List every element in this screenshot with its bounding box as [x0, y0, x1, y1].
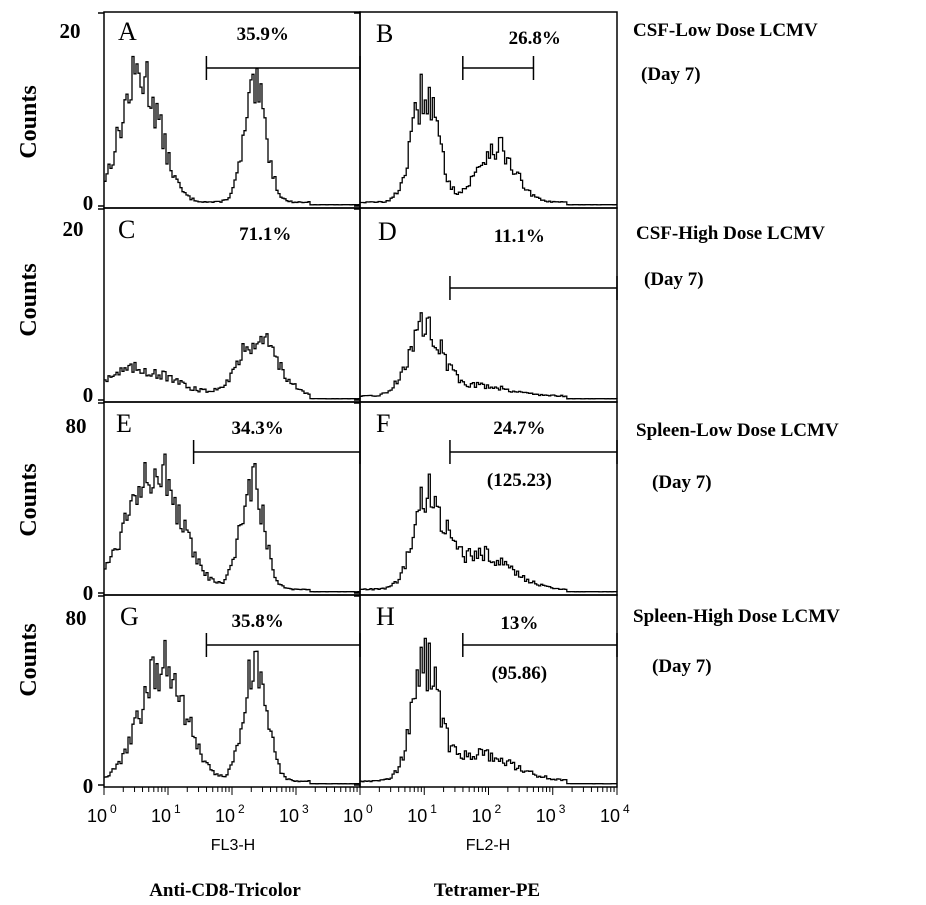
panel-letter: E — [116, 409, 132, 438]
gate-marker — [462, 56, 535, 80]
x-tick-label: 10 — [215, 806, 235, 826]
condition-label-row-1: CSF-High Dose LCMV — [636, 223, 825, 244]
row-2-ytick-min: 0 — [83, 581, 94, 605]
panel-f: F 24.7% (125.23) — [354, 401, 618, 596]
row-2-ytick-max: 80 — [66, 414, 87, 438]
x-tick-exponent: 4 — [623, 802, 630, 816]
histogram-trace — [104, 639, 360, 785]
reagent-label-col-0: Anti-CD8-Tricolor — [149, 880, 301, 901]
x-tick-label: 10 — [87, 806, 107, 826]
panel-frame — [359, 401, 618, 596]
panel-b: B 26.8% — [354, 11, 618, 209]
histogram-trace — [360, 73, 617, 206]
panel-letter: F — [376, 409, 390, 438]
panel-g: G 35.8% — [98, 594, 361, 788]
histogram-panels: A 35.9% B 26.8% C 71.1% D 11.1% E 34.3% F 24.7% (125… — [98, 11, 618, 788]
x-tick-label: 10 — [279, 806, 299, 826]
row-3-y-axis: 80 0 Counts — [16, 606, 93, 798]
panel-letter: B — [376, 19, 393, 48]
gated-percent-label: 24.7% — [493, 418, 545, 439]
row-3-ytick-min: 0 — [83, 774, 94, 798]
gated-percent-label: 35.8% — [231, 611, 283, 632]
histogram-trace — [104, 453, 361, 593]
x-tick-exponent: 3 — [302, 802, 309, 816]
panel-e: E 34.3% — [98, 401, 361, 596]
panel-letter: C — [118, 215, 135, 244]
histogram-trace — [360, 312, 618, 400]
panel-frame — [359, 207, 618, 403]
row-0-y-axis: 20 0 Counts — [16, 19, 93, 215]
gate-marker — [462, 633, 618, 657]
x-axis-label-col-1: FL2-H — [466, 837, 510, 854]
gated-percent-label: 26.8% — [509, 28, 561, 49]
panel-letter: G — [120, 602, 139, 631]
gated-percent-label: 34.3% — [231, 418, 283, 439]
row-3-ylabel: Counts — [16, 623, 42, 696]
panel-d: D 11.1% — [354, 207, 618, 403]
x-axis-label-col-0: FL3-H — [211, 837, 255, 854]
x-tick-label: 10 — [536, 806, 556, 826]
reagent-label-col-1: Tetramer-PE — [434, 880, 540, 901]
condition-label-row-0: CSF-Low Dose LCMV — [633, 20, 818, 41]
x-tick-exponent: 0 — [110, 802, 117, 816]
x-tick-label: 10 — [151, 806, 171, 826]
mean-fluorescence-label: (125.23) — [487, 470, 552, 491]
x-tick-label: 10 — [471, 806, 491, 826]
row-3-ytick-max: 80 — [66, 606, 87, 630]
panel-h: H 13% (95.86) — [354, 594, 618, 788]
gate-marker — [449, 440, 618, 464]
histogram-trace — [104, 333, 361, 400]
gate-marker — [449, 276, 618, 300]
row-1-ylabel: Counts — [16, 263, 42, 336]
mean-fluorescence-label: (95.86) — [492, 663, 547, 684]
x-tick-exponent: 3 — [559, 802, 566, 816]
x-tick-exponent: 2 — [495, 802, 502, 816]
day-label-row-3: (Day 7) — [652, 656, 712, 677]
x-tick-label: 10 — [600, 806, 620, 826]
row-0-ytick-min: 0 — [83, 191, 94, 215]
panel-letter: A — [118, 17, 137, 46]
x-tick-exponent: 1 — [430, 802, 437, 816]
panel-a: A 35.9% — [98, 11, 361, 209]
day-label-row-2: (Day 7) — [652, 472, 712, 493]
row-2-ylabel: Counts — [16, 463, 42, 536]
x-tick-exponent: 0 — [366, 802, 373, 816]
x-tick-exponent: 2 — [238, 802, 245, 816]
panel-frame — [103, 11, 361, 209]
histogram-trace — [360, 473, 618, 593]
row-1-y-axis: 20 0 Counts — [16, 217, 93, 407]
panel-frame — [359, 11, 618, 209]
condition-label-row-2: Spleen-Low Dose LCMV — [636, 420, 839, 441]
row-1-ytick-min: 0 — [83, 383, 94, 407]
gate-marker — [192, 440, 361, 464]
panel-letter: H — [376, 602, 395, 631]
x-tick-labels: 10 0 10 1 10 2 10 3 10 0 10 1 10 2 10 3 10 4 — [87, 787, 630, 826]
row-0-ytick-max: 20 — [60, 19, 81, 43]
gated-percent-label: 35.9% — [237, 24, 289, 45]
day-label-row-1: (Day 7) — [644, 269, 704, 290]
gated-percent-label: 11.1% — [494, 226, 545, 247]
x-tick-label: 10 — [407, 806, 427, 826]
x-tick-label: 10 — [343, 806, 363, 826]
row-0-ylabel: Counts — [16, 85, 42, 158]
x-tick-exponent: 1 — [174, 802, 181, 816]
day-label-row-0: (Day 7) — [641, 64, 701, 85]
gated-percent-label: 71.1% — [239, 224, 291, 245]
gate-marker — [205, 633, 361, 657]
condition-label-row-3: Spleen-High Dose LCMV — [633, 606, 840, 627]
panel-c: C 71.1% — [98, 207, 361, 403]
row-1-ytick-max: 20 — [63, 217, 84, 241]
gated-percent-label: 13% — [500, 613, 538, 634]
panel-letter: D — [378, 217, 397, 246]
gate-marker — [205, 56, 361, 80]
histogram-trace — [104, 55, 360, 206]
row-2-y-axis: 80 0 Counts — [16, 414, 93, 605]
histogram-trace — [360, 637, 617, 785]
